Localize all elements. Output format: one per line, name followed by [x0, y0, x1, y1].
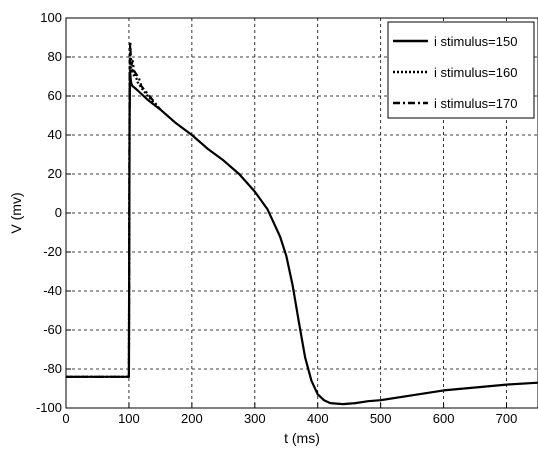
x-tick-label: 500: [370, 411, 392, 426]
y-tick-label: 20: [48, 166, 62, 181]
x-tick-label: 400: [307, 411, 329, 426]
legend: i stimulus=150 i stimulus=160 i stimulus=1…: [387, 21, 535, 119]
x-tick-label: 100: [118, 411, 140, 426]
x-tick-label: 300: [244, 411, 266, 426]
x-tick-label: 600: [433, 411, 455, 426]
y-tick-label: -20: [43, 244, 62, 259]
legend-entry-label: i stimulus=150: [434, 34, 517, 49]
y-tick-label: 40: [48, 127, 62, 142]
x-tick-label: 0: [62, 411, 69, 426]
y-axis-label: V (mv): [8, 192, 24, 233]
x-tick-label: 700: [496, 411, 518, 426]
legend-entry-label: i stimulus=160: [434, 65, 517, 80]
ticks: 0 100 200 300 400 500 600 700100806040200-20-40…: [36, 10, 517, 426]
y-tick-label: -100: [36, 400, 62, 415]
y-tick-label: 60: [48, 88, 62, 103]
x-tick-label: 200: [181, 411, 203, 426]
series-line: [66, 40, 162, 378]
y-tick-label: 100: [40, 10, 62, 25]
series-line: [66, 71, 538, 406]
legend-entry-label: i stimulus=170: [434, 96, 517, 111]
series-lines: [66, 40, 538, 406]
y-tick-label: 80: [48, 49, 62, 64]
grid: [66, 18, 538, 408]
x-axis-label: t (ms): [284, 430, 320, 446]
y-tick-label: -40: [43, 283, 62, 298]
y-tick-label: 0: [55, 205, 62, 220]
y-tick-label: -80: [43, 361, 62, 376]
y-tick-label: -60: [43, 322, 62, 337]
